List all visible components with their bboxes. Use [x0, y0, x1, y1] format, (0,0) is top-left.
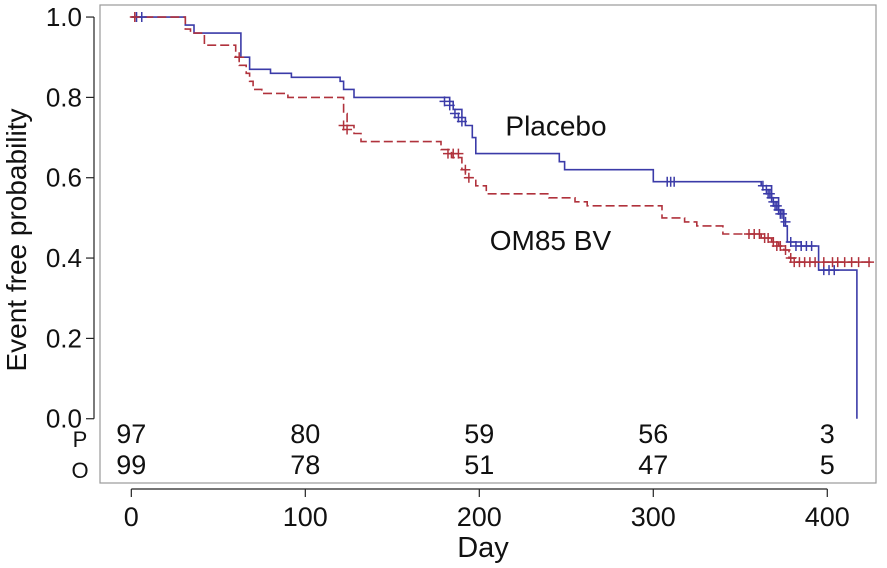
series-annotations: Placebo OM85 BV: [490, 111, 612, 256]
censor-mark-placebo: [669, 176, 680, 187]
at-risk-count: 47: [638, 450, 668, 480]
y-tick-label: 0.8: [46, 82, 82, 112]
censor-mark-om85-bv: [453, 148, 464, 159]
x-axis-label: Day: [457, 532, 509, 564]
x-tick-label: 200: [457, 502, 502, 532]
y-tick-label: 1.0: [46, 2, 82, 32]
censor-mark-om85-bv: [129, 12, 140, 23]
censor-mark-om85-bv: [775, 241, 786, 252]
at-risk-count: 5: [820, 450, 835, 480]
censor-mark-om85-bv: [463, 172, 474, 183]
series-annotation: Placebo: [505, 111, 606, 142]
censor-mark-om85-bv: [780, 245, 791, 256]
censor-mark-om85-bv: [864, 257, 875, 268]
at-risk-count: 97: [116, 419, 146, 449]
censor-mark-om85-bv: [460, 164, 471, 175]
censor-mark-om85-bv: [234, 52, 245, 63]
censor-marks: [129, 12, 875, 276]
censor-mark-placebo: [456, 116, 467, 127]
x-tick-label: 300: [631, 502, 676, 532]
at-risk-count: 99: [116, 450, 146, 480]
censor-mark-placebo: [439, 96, 450, 107]
at-risk-count: 51: [464, 450, 494, 480]
censor-mark-placebo: [777, 208, 788, 219]
y-tick-label: 0.4: [46, 243, 82, 273]
at-risk-count: 59: [464, 419, 494, 449]
series-annotation: OM85 BV: [490, 225, 612, 256]
at-risk-count: 3: [820, 419, 835, 449]
at-risk-row-label: O: [71, 458, 88, 483]
at-risk-count: 78: [290, 450, 320, 480]
censor-mark-om85-bv: [763, 232, 774, 243]
censor-mark-om85-bv: [342, 124, 353, 135]
censor-mark-placebo: [780, 216, 791, 227]
at-risk-table: P 97 80 59 56 3 O 99 78 51 47 5: [71, 419, 834, 483]
censor-mark-placebo: [806, 241, 817, 252]
x-tick-label: 100: [283, 502, 328, 532]
x-axis: 0 100 200 300 400: [124, 488, 850, 532]
y-tick-label: 0.2: [46, 323, 82, 353]
x-tick-label: 400: [805, 502, 850, 532]
censor-mark-om85-bv: [810, 257, 821, 268]
censor-mark-om85-bv: [818, 257, 829, 268]
censor-mark-placebo: [829, 265, 840, 276]
censor-mark-om85-bv: [754, 228, 765, 239]
y-tick-label: 0.6: [46, 163, 82, 193]
at-risk-row-label: P: [73, 427, 88, 452]
plot-frame: [99, 4, 877, 484]
censor-mark-placebo: [785, 236, 796, 247]
at-risk-count: 56: [638, 419, 668, 449]
survival-curves: [131, 16, 871, 419]
y-axis-label: Event free probability: [1, 108, 32, 371]
censor-mark-om85-bv: [853, 257, 864, 268]
x-tick-label: 0: [124, 502, 139, 532]
y-tick-label: 0.0: [46, 404, 82, 434]
series-line-placebo: [131, 16, 858, 419]
censor-mark-placebo: [444, 100, 455, 111]
y-axis: 0.0 0.2 0.4 0.6 0.8 1.0: [46, 2, 95, 434]
at-risk-count: 80: [290, 419, 320, 449]
